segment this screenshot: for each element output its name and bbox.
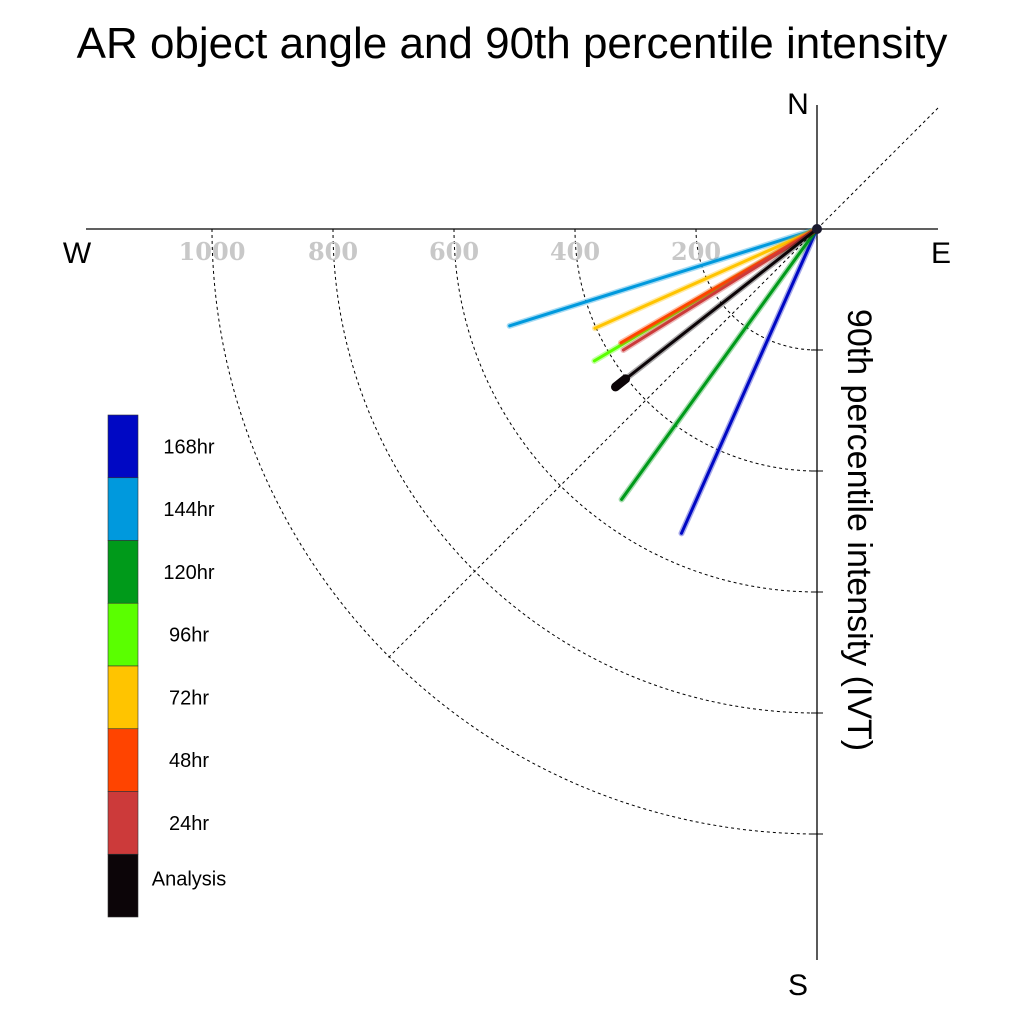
legend-label-24hr: 24hr (169, 813, 209, 835)
legend-label-96hr: 96hr (169, 625, 209, 647)
diagonal-reference-line (387, 107, 939, 659)
grid (211, 107, 939, 835)
radial-tick-label: 400 (550, 237, 600, 266)
east-label: E (931, 237, 951, 270)
legend: 168hr 144hr 120hr 96hr 72hr 48hr 24hr Analysis (107, 414, 226, 918)
radial-grid-arc (574, 228, 818, 472)
analysis-endpoint-marker (611, 374, 631, 392)
legend-swatch-analysis (107, 853, 139, 918)
radial-tick-label: 600 (429, 237, 479, 266)
series-line-120hr (620, 227, 819, 501)
south-label: S (788, 969, 808, 1002)
series-line-144hr (508, 227, 819, 328)
legend-swatch-168hr (107, 414, 139, 479)
legend-swatch-144hr (107, 477, 139, 541)
legend-label-120hr: 120hr (163, 562, 214, 584)
series-line-analysis (614, 227, 819, 389)
series-line-24hr (621, 227, 819, 352)
legend-label-72hr: 72hr (169, 687, 209, 709)
radial-grid-arc (211, 228, 818, 835)
radial-tick-label: 1000 (179, 237, 246, 266)
legend-swatch-120hr (107, 540, 139, 604)
legend-swatch-72hr (107, 665, 139, 730)
west-label: W (63, 237, 92, 270)
radial-tick-label: 800 (308, 237, 358, 266)
legend-label-analysis: Analysis (152, 869, 226, 891)
chart-title: AR object angle and 90th percentile inte… (77, 19, 948, 68)
origin-point (812, 224, 822, 234)
series-line-168hr (679, 227, 819, 535)
legend-label-168hr: 168hr (163, 436, 214, 458)
y-axis-label: 90th percentile intensity (IVT) (840, 309, 878, 751)
legend-label-144hr: 144hr (163, 499, 214, 521)
legend-swatch-96hr (107, 602, 139, 667)
legend-label-48hr: 48hr (169, 750, 209, 772)
radial-grid-arc (695, 228, 818, 351)
legend-swatch-24hr (107, 791, 139, 855)
series-lines (506, 224, 822, 537)
north-label: N (787, 88, 809, 121)
series-line-72hr (593, 227, 819, 330)
legend-swatch-48hr (107, 728, 139, 792)
